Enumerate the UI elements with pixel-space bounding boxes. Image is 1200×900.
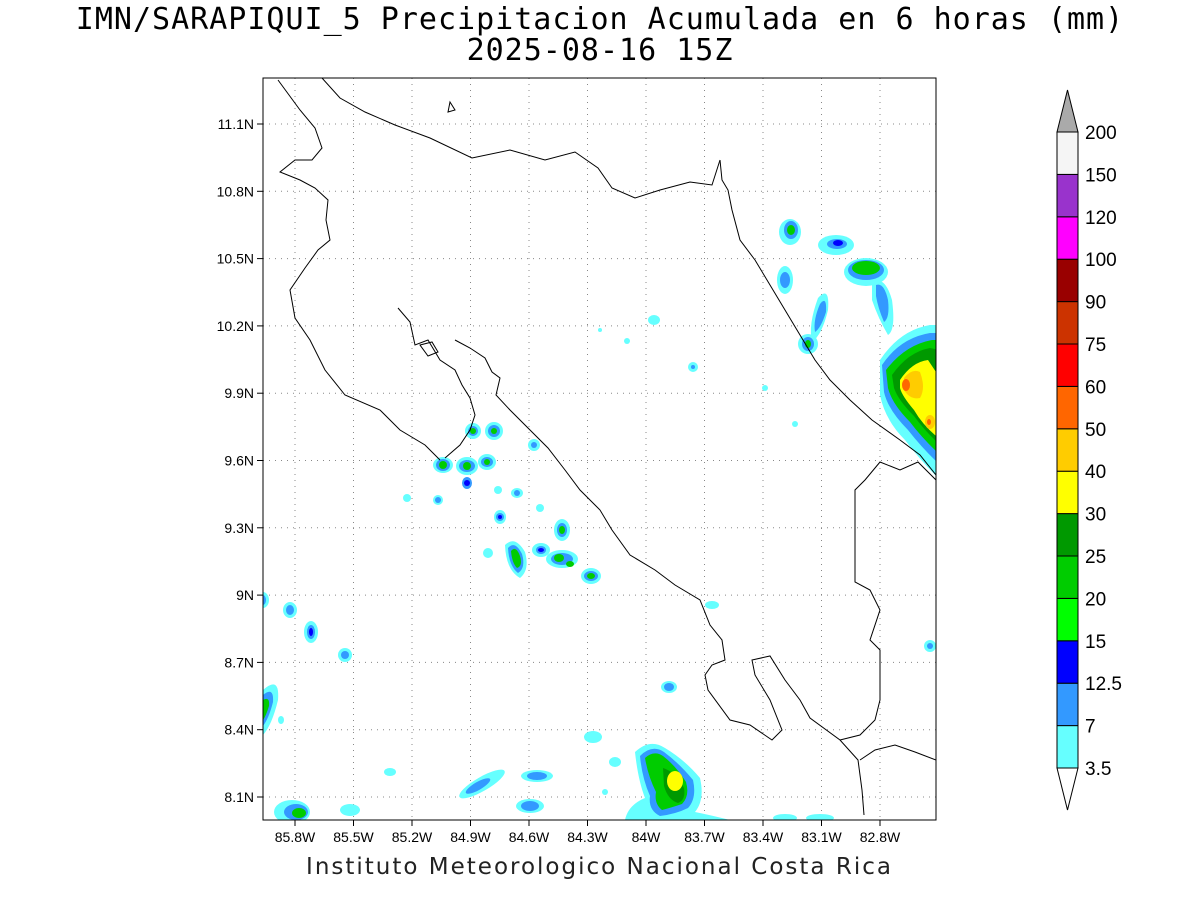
colorbar-level-label: 15 [1085, 632, 1106, 653]
coastlines [277, 78, 936, 816]
colorbar-segment [1056, 301, 1079, 345]
panama-coast [859, 744, 936, 761]
colorbar-segment [1056, 428, 1079, 472]
plot-frame [262, 77, 937, 821]
colorbar-level-label: 40 [1085, 462, 1106, 483]
colorbar-segment [1056, 597, 1079, 642]
rain-cluster-pacific-west [263, 592, 834, 820]
map-subtitle-date: 2025-08-16 15Z [466, 33, 734, 68]
colorbar-level-label: 7 [1085, 717, 1096, 738]
lon-tick-label: 83.4W [743, 829, 784, 845]
colorbar-level-label: 30 [1085, 505, 1106, 526]
colorbar-segment [1056, 258, 1079, 303]
lon-tick-label: 83.7W [684, 829, 725, 845]
longitude-axis: 85.8W 85.5W 85.2W 84.9W 84.6W 84.3W 84W 83.7W 83… [275, 820, 901, 845]
lat-tick-label: 8.7N [224, 654, 254, 670]
lon-tick-label: 85.2W [392, 829, 433, 845]
caribbean-coast [719, 159, 936, 476]
latitude-axis: 8.1N 8.4N 8.7N 9N 9.3N 9.6N 9.9N 10.2N 10.5N 10.8… [217, 116, 263, 805]
lat-tick-label: 8.1N [224, 789, 254, 805]
rain-cluster-central [403, 315, 798, 693]
lon-tick-label: 84.6W [509, 829, 550, 845]
central-pacific-coast [454, 339, 865, 816]
lat-tick-label: 10.5N [217, 251, 254, 267]
colorbar-level-label: 50 [1085, 420, 1106, 441]
colorbar-lower-triangle [1056, 767, 1079, 811]
gridlines [263, 78, 936, 820]
colorbar-level-label: 150 [1085, 165, 1117, 186]
colorbar-segment [1056, 725, 1079, 769]
lat-tick-label: 9.9N [224, 385, 254, 401]
lon-tick-label: 84.9W [450, 829, 491, 845]
lat-tick-label: 8.4N [224, 722, 254, 738]
colorbar-level-label: 60 [1085, 377, 1106, 398]
nicoya-island [419, 341, 439, 357]
lon-tick-label: 84.3W [567, 829, 608, 845]
colorbar-segment [1056, 343, 1079, 387]
colorbar-level-label: 90 [1085, 293, 1106, 314]
osa-peninsula [839, 461, 936, 741]
colorbar-level-label: 12.5 [1085, 674, 1122, 695]
map-plot-area [262, 77, 937, 821]
lat-tick-label: 9N [236, 587, 254, 603]
colorbar-level-label: 200 [1085, 123, 1117, 144]
colorbar-segment [1056, 682, 1079, 727]
colorbar-segment [1056, 640, 1079, 684]
lon-tick-label: 82.8W [860, 829, 901, 845]
colorbar-segment [1056, 470, 1079, 515]
rain-cluster-caribbean [777, 219, 936, 652]
lon-tick-label: 85.5W [333, 829, 374, 845]
lat-tick-label: 9.6N [224, 453, 254, 469]
lon-tick-label: 85.8W [275, 829, 316, 845]
footer-credit: Instituto Meteorologico Nacional Costa R… [306, 854, 893, 880]
colorbar-legend: 3.5 7 12.5 15 20 25 30 40 50 60 75 90 100 120 150 200 [1056, 89, 1122, 811]
colorbar-level-label: 75 [1085, 335, 1106, 356]
lat-tick-label: 11.1N [218, 116, 254, 132]
colorbar-segment [1056, 513, 1079, 557]
lon-tick-label: 83.1W [801, 829, 842, 845]
rio-inlet [447, 100, 456, 113]
nicoya-gulf-coast [397, 307, 476, 459]
colorbar-level-label: 20 [1085, 589, 1106, 610]
colorbar-upper-triangle [1056, 89, 1079, 133]
precipitation-field [263, 219, 936, 820]
lat-tick-label: 10.8N [217, 183, 254, 199]
colorbar-segment [1056, 216, 1079, 260]
plot-background [263, 78, 936, 820]
nicaragua-lake-shore [321, 78, 721, 199]
lat-tick-label: 10.2N [217, 318, 254, 334]
nicaragua-pacific-coast [277, 79, 441, 461]
colorbar-level-label: 100 [1085, 250, 1117, 271]
map-title: IMN/SARAPIQUI_5 Precipitacion Acumulada … [75, 2, 1125, 37]
colorbar-segment [1056, 385, 1079, 430]
colorbar-segment [1056, 173, 1079, 218]
colorbar-segment [1056, 131, 1079, 175]
lon-tick-label: 84W [632, 829, 662, 845]
colorbar-level-label: 120 [1085, 208, 1117, 229]
colorbar-segment [1056, 555, 1079, 599]
colorbar-level-label: 3.5 [1085, 759, 1111, 780]
lat-tick-label: 9.3N [224, 520, 254, 536]
colorbar-level-label: 25 [1085, 547, 1106, 568]
